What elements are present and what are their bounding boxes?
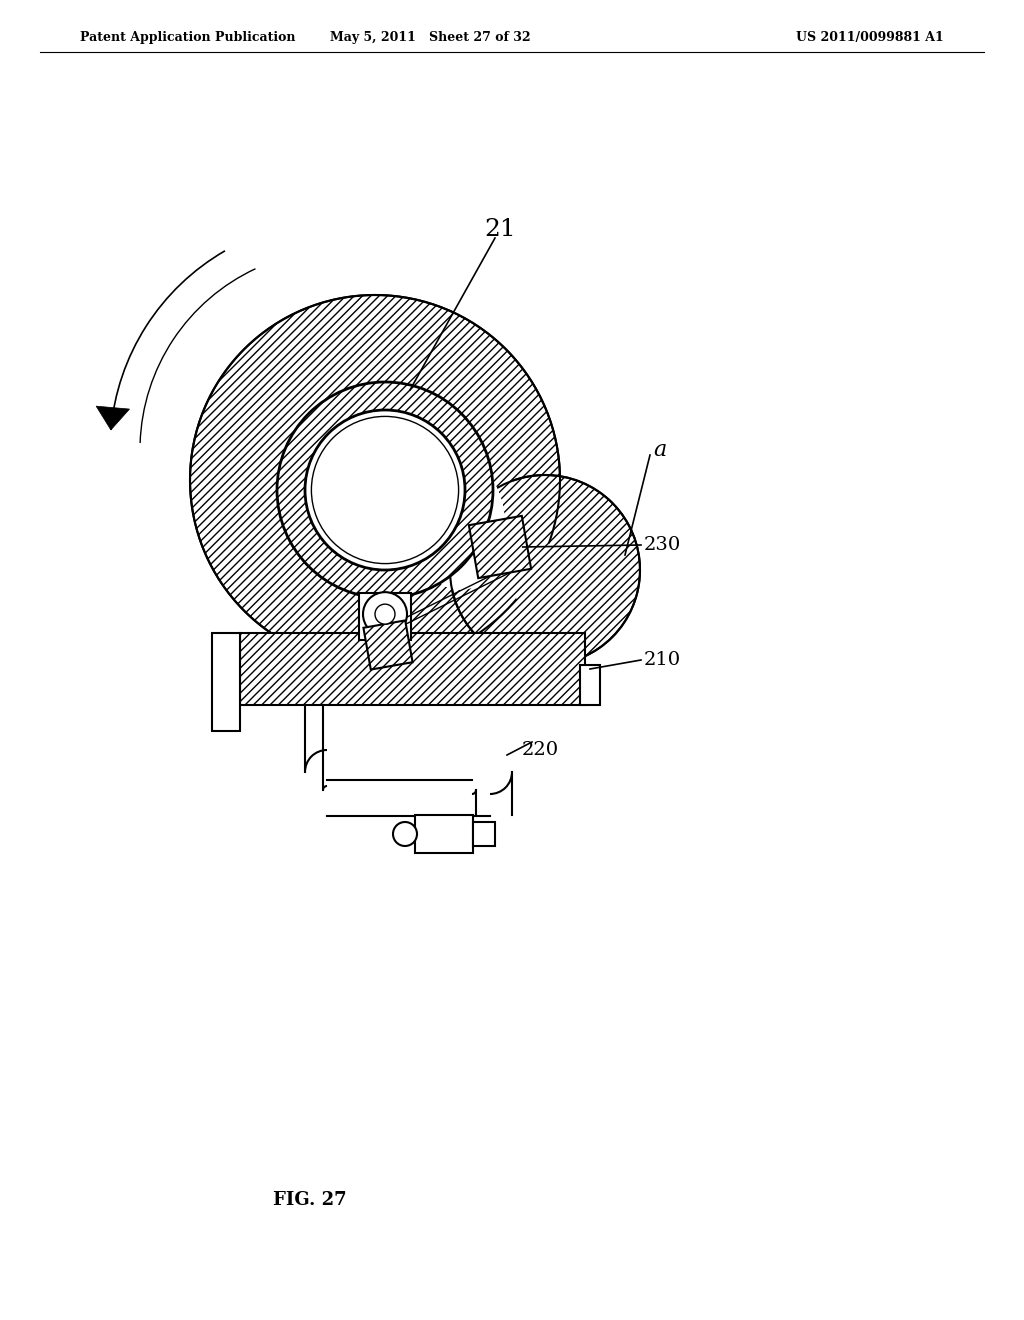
- Text: 21: 21: [484, 219, 516, 242]
- Circle shape: [305, 411, 465, 570]
- Text: 220: 220: [521, 741, 558, 759]
- Text: 210: 210: [643, 651, 681, 669]
- Ellipse shape: [415, 459, 505, 590]
- Circle shape: [450, 475, 640, 665]
- Polygon shape: [364, 620, 413, 669]
- Bar: [240, 634, 585, 705]
- Bar: [212, 634, 240, 731]
- Circle shape: [375, 605, 395, 624]
- Bar: [473, 822, 495, 846]
- Circle shape: [278, 381, 493, 598]
- Text: FIG. 27: FIG. 27: [273, 1191, 347, 1209]
- Text: May 5, 2011   Sheet 27 of 32: May 5, 2011 Sheet 27 of 32: [330, 32, 530, 45]
- Bar: [359, 593, 411, 640]
- Ellipse shape: [415, 459, 505, 590]
- Polygon shape: [469, 516, 531, 578]
- Bar: [580, 665, 600, 705]
- Circle shape: [362, 593, 407, 636]
- Polygon shape: [96, 407, 129, 430]
- Text: a: a: [653, 440, 667, 461]
- Circle shape: [393, 822, 417, 846]
- Circle shape: [190, 294, 560, 665]
- Text: US 2011/0099881 A1: US 2011/0099881 A1: [797, 32, 944, 45]
- Text: Patent Application Publication: Patent Application Publication: [80, 32, 296, 45]
- Circle shape: [311, 416, 459, 564]
- Bar: [415, 814, 473, 853]
- Text: 230: 230: [643, 536, 681, 554]
